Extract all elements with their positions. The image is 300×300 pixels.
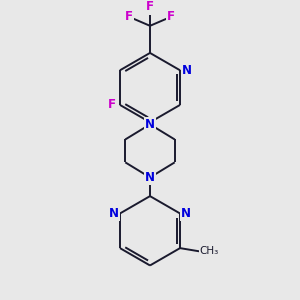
Text: N: N [145, 118, 155, 131]
Text: CH₃: CH₃ [199, 246, 219, 256]
Text: N: N [145, 171, 155, 184]
Text: N: N [181, 207, 191, 220]
Text: F: F [167, 10, 175, 23]
Text: N: N [182, 64, 192, 77]
Text: F: F [107, 98, 116, 111]
Text: F: F [146, 0, 154, 13]
Text: N: N [109, 207, 119, 220]
Text: F: F [125, 10, 133, 23]
